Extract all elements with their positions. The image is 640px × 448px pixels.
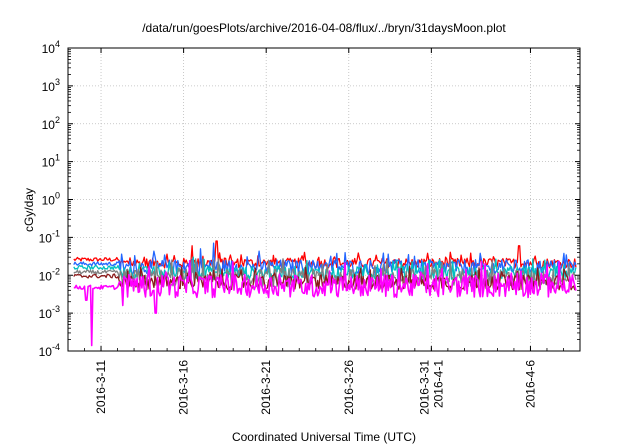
grid (68, 48, 580, 351)
x-tick-label: 2016-3-26 (342, 360, 356, 415)
x-tick-label: 2016-3-16 (177, 360, 191, 415)
ticks-group: 10-4 10-3 10-2 10-1 100 101 102 103 104 2016-3-11… (39, 39, 580, 415)
series-line (73, 258, 577, 288)
series-group (73, 240, 577, 347)
x-tick-label: 2016-4-6 (523, 360, 537, 408)
y-tick-label: 10-3 (39, 304, 60, 321)
chart-title: /data/run/goesPlots/archive/2016-04-08/f… (142, 21, 506, 35)
x-tick-label: 2016-3-21 (259, 360, 273, 415)
y-axis-label: cGy/day (22, 188, 36, 232)
y-tick-label: 103 (42, 77, 60, 94)
y-tick-label: 101 (42, 153, 60, 170)
y-tick-label: 100 (42, 191, 60, 208)
x-tick-label: 2016-3-31 (417, 360, 431, 415)
y-tick-label: 10-4 (39, 342, 60, 359)
plot-frame (67, 47, 581, 352)
y-tick-label: 104 (42, 39, 60, 56)
y-tick-label: 10-2 (39, 266, 60, 283)
x-axis-label: Coordinated Universal Time (UTC) (232, 430, 416, 444)
x-tick-label: 2016-4-1 (431, 360, 445, 408)
x-tick-label: 2016-3-11 (94, 360, 108, 414)
y-tick-label: 102 (42, 115, 60, 132)
y-tick-label: 10-1 (39, 228, 60, 245)
series-line (73, 259, 577, 347)
